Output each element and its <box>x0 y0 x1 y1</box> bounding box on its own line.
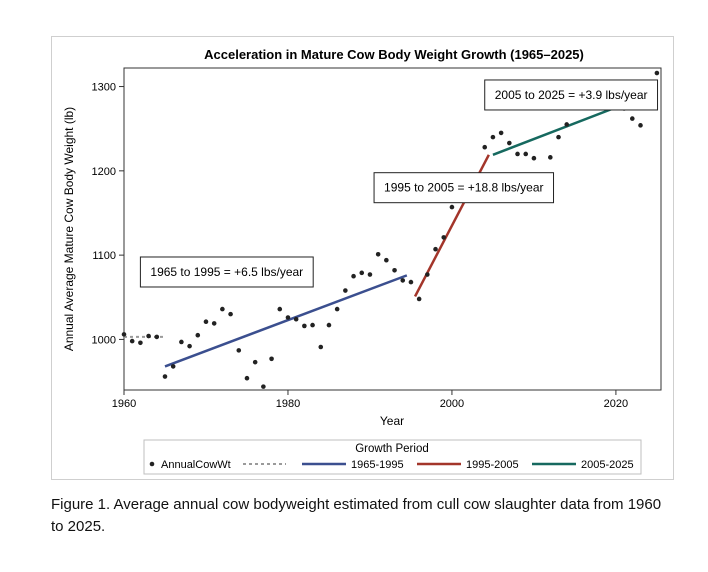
data-point <box>343 288 348 293</box>
y-axis: 1000 1100 1200 1300 <box>92 82 124 346</box>
data-point <box>334 306 340 312</box>
annotation-text: 2005 to 2025 = +3.9 lbs/year <box>495 88 648 102</box>
y-tick-label: 1300 <box>92 82 116 94</box>
trend-line-1965-1995 <box>164 274 408 368</box>
data-point <box>211 321 217 326</box>
data-point <box>638 123 643 128</box>
data-point <box>392 268 397 273</box>
data-point <box>195 332 201 338</box>
y-tick-label: 1100 <box>92 250 116 262</box>
data-point <box>416 296 422 302</box>
data-point <box>548 155 553 160</box>
data-point <box>654 70 660 76</box>
legend-label-points: AnnualCowWt <box>161 459 231 471</box>
legend-title: Growth Period <box>355 443 429 455</box>
data-point <box>138 340 143 346</box>
chart: Acceleration in Mature Cow Body Weight G… <box>62 47 662 475</box>
data-point <box>425 272 430 277</box>
data-point <box>179 339 184 345</box>
data-point <box>261 384 266 389</box>
data-point <box>441 235 447 240</box>
data-point <box>531 155 537 161</box>
data-point <box>228 311 233 317</box>
data-point <box>220 306 225 312</box>
data-point <box>400 278 406 283</box>
data-point <box>630 116 635 121</box>
data-point <box>129 338 135 344</box>
data-point <box>515 151 520 157</box>
figure-caption: Figure 1. Average annual cow bodyweight … <box>51 496 662 535</box>
data-point <box>564 122 570 127</box>
data-point <box>170 364 176 369</box>
annotation-text: 1965 to 1995 = +6.5 lbs/year <box>150 265 303 279</box>
data-point <box>269 356 274 362</box>
data-point <box>302 323 307 329</box>
data-point <box>252 359 258 365</box>
x-tick-label: 2000 <box>440 398 464 410</box>
trend-lines <box>124 90 658 368</box>
data-point <box>203 319 209 325</box>
legend-label-2005-2025: 2005-2025 <box>581 459 634 471</box>
data-point <box>482 144 488 150</box>
data-point <box>375 251 381 257</box>
data-point <box>449 204 455 210</box>
legend-label-1965-1995: 1965-1995 <box>351 459 404 471</box>
data-point <box>154 334 160 340</box>
data-point <box>433 246 438 252</box>
data-point <box>367 272 373 277</box>
legend-marker-points <box>149 461 155 467</box>
annotation-box <box>139 256 314 288</box>
data-point <box>507 140 512 146</box>
legend-box <box>143 439 642 475</box>
data-point <box>384 257 389 263</box>
data-point <box>326 322 332 328</box>
data-point <box>408 279 414 285</box>
x-tick-label: 2020 <box>604 398 628 410</box>
data-point <box>244 375 250 381</box>
data-point <box>293 316 299 322</box>
annotation-box <box>373 172 555 204</box>
legend: Growth Period AnnualCowWt 1965-1995 1995… <box>143 439 642 475</box>
x-tick-label: 1980 <box>276 398 300 410</box>
data-point <box>498 130 504 136</box>
data-point <box>351 273 356 279</box>
data-point <box>318 344 324 350</box>
legend-label-1995-2005: 1995-2005 <box>466 459 519 471</box>
data-point <box>121 332 127 337</box>
plot-area <box>123 67 662 391</box>
data-point <box>277 306 283 312</box>
figure-frame <box>51 36 674 480</box>
data-point <box>236 348 242 353</box>
data-point <box>310 322 315 328</box>
x-axis-label: Year <box>380 414 404 428</box>
y-tick-label: 1000 <box>92 334 116 346</box>
y-axis-label: Annual Average Mature Cow Body Weight (l… <box>62 107 76 351</box>
annotations: 1965 to 1995 = +6.5 lbs/year 1995 to 2005… <box>139 79 659 288</box>
data-point <box>490 134 496 140</box>
y-tick-label: 1200 <box>92 166 116 178</box>
data-point <box>359 270 365 276</box>
data-point <box>556 134 561 140</box>
data-point <box>162 374 168 379</box>
x-tick-label: 1960 <box>112 398 136 410</box>
annotation-box <box>484 79 659 111</box>
data-point <box>523 151 529 157</box>
data-point <box>187 343 192 349</box>
chart-title: Acceleration in Mature Cow Body Weight G… <box>204 47 584 62</box>
data-points <box>121 70 660 389</box>
x-axis: 1960 1980 2000 2020 <box>112 390 628 410</box>
annotation-text: 1995 to 2005 = +18.8 lbs/year <box>384 181 543 195</box>
data-point <box>146 333 151 339</box>
data-point <box>285 315 291 320</box>
